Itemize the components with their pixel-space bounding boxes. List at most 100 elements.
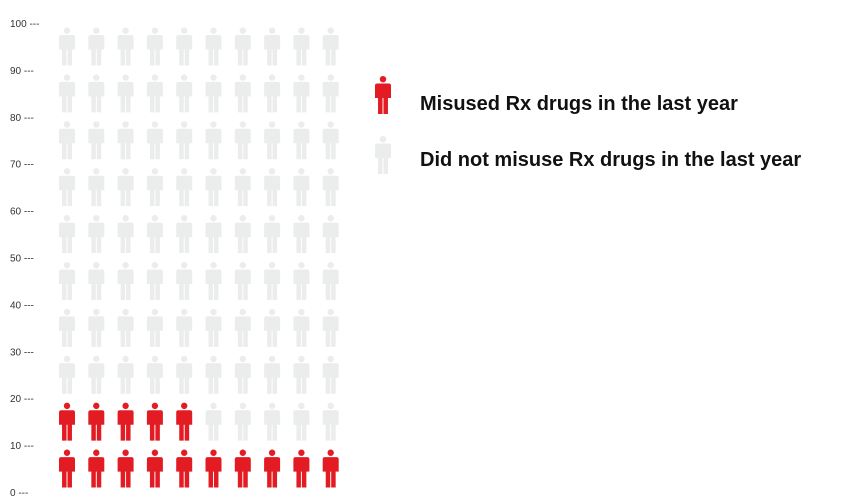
person-icon-not-misused: [234, 74, 251, 113]
person-icon-not-misused: [88, 121, 105, 160]
person-icon-not-misused: [264, 168, 281, 207]
people-grid: [59, 27, 339, 488]
person-icon-not-misused: [234, 355, 251, 394]
person-icon-not-misused: [205, 121, 222, 160]
person-icon-misused: [146, 402, 163, 441]
person-icon-not-misused: [293, 355, 310, 394]
person-icon-not-misused: [59, 168, 75, 207]
person-icon-misused: [322, 449, 339, 488]
person-icon-not-misused: [176, 27, 193, 66]
person-icon-not-misused: [293, 168, 310, 207]
person-icon-not-misused: [293, 402, 310, 441]
person-icon-not-misused: [234, 308, 251, 347]
person-icon-not-misused: [146, 308, 163, 347]
person-icon-misused: [59, 449, 75, 488]
person-icon-misused: [264, 449, 281, 488]
person-icon-not-misused: [205, 27, 222, 66]
person-icon-not-misused: [293, 261, 310, 300]
person-icon-not-misused: [322, 121, 339, 160]
person-icon-not-misused: [264, 121, 281, 160]
person-icon-not-misused: [264, 355, 281, 394]
person-icon-misused: [176, 449, 193, 488]
person-icon-not-misused: [88, 308, 105, 347]
y-tick-label: 70 ---: [10, 160, 34, 171]
person-icon-not-misused: [322, 74, 339, 113]
person-icon-not-misused: [146, 121, 163, 160]
person-icon-misused: [234, 449, 251, 488]
person-icon-not-misused: [88, 168, 105, 207]
person-icon-not-misused: [205, 215, 222, 254]
legend: Misused Rx drugs in the last year Did no…: [375, 76, 801, 174]
person-icon-not-misused: [146, 74, 163, 113]
person-icon-not-misused: [264, 402, 281, 441]
y-tick-label: 30 ---: [10, 347, 34, 358]
legend-person-icon-misused: [375, 76, 391, 114]
y-tick-label: 60 ---: [10, 207, 34, 218]
person-icon-not-misused: [264, 215, 281, 254]
person-icon-not-misused: [59, 355, 75, 394]
person-icon-not-misused: [264, 74, 281, 113]
person-icon-not-misused: [234, 261, 251, 300]
person-icon-not-misused: [176, 74, 193, 113]
y-tick-label: 10 ---: [10, 441, 34, 452]
person-icon-not-misused: [59, 215, 75, 254]
person-icon-not-misused: [322, 168, 339, 207]
legend-person-icon-not-misused: [375, 136, 391, 174]
person-icon-not-misused: [88, 215, 105, 254]
person-icon-not-misused: [146, 215, 163, 254]
person-icon-not-misused: [205, 355, 222, 394]
person-icon-not-misused: [205, 261, 222, 300]
person-icon-misused: [117, 402, 134, 441]
person-icon-not-misused: [117, 168, 134, 207]
person-icon-misused: [176, 402, 193, 441]
person-icon-not-misused: [146, 261, 163, 300]
y-tick-label: 50 ---: [10, 254, 34, 265]
legend-item-not-misused: Did not misuse Rx drugs in the last year: [375, 136, 801, 174]
person-icon-not-misused: [234, 27, 251, 66]
person-icon-not-misused: [264, 261, 281, 300]
person-icon-not-misused: [88, 74, 105, 113]
person-icon-misused: [146, 449, 163, 488]
person-icon-not-misused: [322, 261, 339, 300]
person-icon-not-misused: [234, 121, 251, 160]
person-icon-not-misused: [59, 27, 75, 66]
person-icon-not-misused: [176, 215, 193, 254]
person-icon-not-misused: [146, 168, 163, 207]
person-icon-not-misused: [59, 74, 75, 113]
person-icon-not-misused: [264, 27, 281, 66]
person-icon-misused: [88, 402, 105, 441]
person-icon-misused: [117, 449, 134, 488]
person-icon-not-misused: [146, 355, 163, 394]
person-icon-not-misused: [322, 402, 339, 441]
person-icon-misused: [88, 449, 105, 488]
person-icon-not-misused: [176, 168, 193, 207]
y-tick-label: 40 ---: [10, 300, 34, 311]
person-icon-not-misused: [88, 27, 105, 66]
person-icon-not-misused: [322, 355, 339, 394]
person-icon-not-misused: [117, 74, 134, 113]
person-icon-misused: [59, 402, 75, 441]
person-icon-not-misused: [59, 308, 75, 347]
person-icon-not-misused: [117, 355, 134, 394]
legend-item-misused: Misused Rx drugs in the last year: [375, 76, 738, 115]
person-icon-not-misused: [176, 121, 193, 160]
legend-label-not-misused: Did not misuse Rx drugs in the last year: [420, 149, 801, 171]
person-icon-not-misused: [176, 308, 193, 347]
person-icon-not-misused: [146, 27, 163, 66]
person-icon-not-misused: [88, 355, 105, 394]
person-icon-not-misused: [205, 74, 222, 113]
person-icon-misused: [293, 449, 310, 488]
y-tick-label: 100 ---: [10, 19, 39, 30]
person-icon-not-misused: [234, 168, 251, 207]
y-axis: 100 --- 90 --- 80 --- 70 --- 60 --- 50 --- 40 …: [10, 19, 39, 499]
person-icon-not-misused: [293, 74, 310, 113]
person-icon-not-misused: [176, 355, 193, 394]
person-icon-not-misused: [322, 215, 339, 254]
person-icon-not-misused: [176, 261, 193, 300]
person-icon-not-misused: [264, 308, 281, 347]
person-icon-misused: [205, 449, 222, 488]
person-icon-not-misused: [322, 27, 339, 66]
person-icon-not-misused: [205, 168, 222, 207]
y-tick-label: 80 ---: [10, 113, 34, 124]
